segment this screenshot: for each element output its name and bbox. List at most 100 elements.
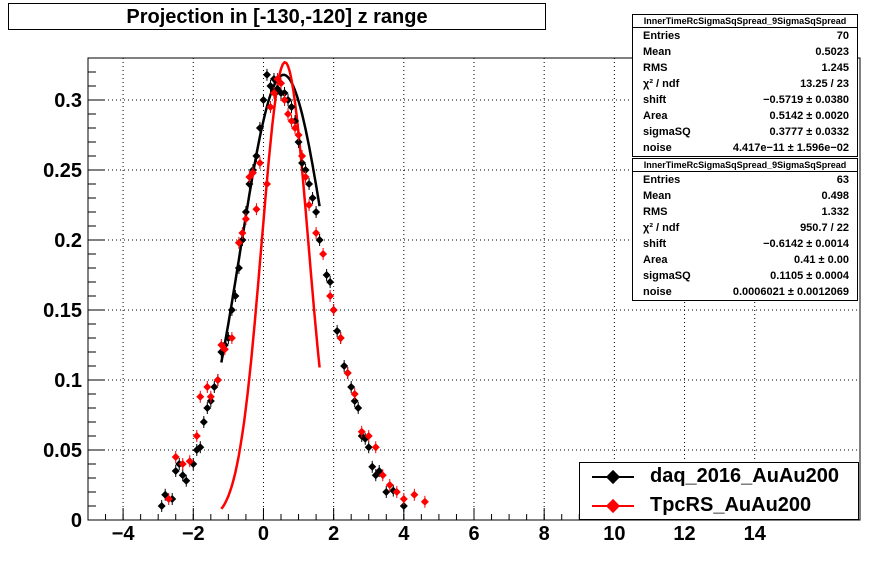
stats-row: sigmaSQ 0.1105 ± 0.0004 <box>633 268 857 284</box>
stats-box-daq: InnerTimeRcSigmaSqSpread_9SigmaSqSpread … <box>632 14 858 157</box>
data-point <box>210 383 219 391</box>
data-point <box>234 264 243 272</box>
data-point <box>382 488 391 496</box>
stats-row: noise 4.417e−11 ± 1.596e−02 <box>633 140 857 156</box>
data-point <box>336 334 345 342</box>
data-point <box>287 117 296 125</box>
x-tick-label: −4 <box>112 523 136 545</box>
stats-row: shift −0.5719 ± 0.0380 <box>633 92 857 108</box>
data-point <box>178 460 187 468</box>
data-point <box>252 152 261 160</box>
data-point <box>203 404 212 412</box>
data-point <box>277 79 285 88</box>
stats-key: χ² / ndf <box>643 222 680 234</box>
data-point <box>301 173 310 181</box>
data-point <box>385 481 394 489</box>
stats-key: Mean <box>643 46 672 58</box>
data-point <box>350 390 359 398</box>
data-point <box>378 471 387 480</box>
stats-row: Mean 0.498 <box>633 188 857 204</box>
data-point <box>171 467 180 475</box>
x-tick-label: 0 <box>258 523 269 545</box>
data-point <box>410 490 419 499</box>
data-point <box>227 306 236 314</box>
stats-row: Area 0.5142 ± 0.0020 <box>633 108 857 124</box>
legend-marker <box>605 469 621 485</box>
data-point <box>350 397 359 405</box>
data-point <box>262 70 271 79</box>
stats-value: 0.3777 ± 0.0332 <box>769 126 849 138</box>
data-point <box>185 457 194 466</box>
stats-row: Entries 63 <box>633 172 857 188</box>
data-point <box>231 292 240 300</box>
data-point <box>308 194 317 202</box>
data-point <box>319 250 328 258</box>
data-point <box>280 89 289 97</box>
data-point <box>266 82 275 90</box>
stats-key: sigmaSQ <box>643 270 691 282</box>
legend-entry-tpcrs: TpcRS_AuAu200 <box>580 492 858 520</box>
stats-key: sigmaSQ <box>643 126 691 138</box>
stats-box-tpcrs: InnerTimeRcSigmaSqSpread_9SigmaSqSpread … <box>632 158 858 301</box>
y-tick-label: 0.05 <box>43 440 82 462</box>
data-point <box>354 404 363 412</box>
y-tick-label: 0.15 <box>43 300 82 322</box>
x-tick-label: 6 <box>468 523 479 545</box>
data-point <box>399 495 408 503</box>
legend-marker <box>605 498 621 514</box>
stats-value: −0.6142 ± 0.0014 <box>763 238 849 250</box>
data-point <box>312 208 321 216</box>
x-tick-label: 8 <box>539 523 550 545</box>
x-tick-label: 12 <box>673 523 695 545</box>
stats-row: Entries 70 <box>633 28 857 44</box>
data-point <box>171 453 180 461</box>
data-point <box>269 89 278 97</box>
data-point <box>245 180 254 188</box>
stats-key: χ² / ndf <box>643 78 680 90</box>
data-point <box>333 327 342 335</box>
data-point <box>357 427 366 436</box>
data-point <box>203 383 212 391</box>
stats-key: Entries <box>643 174 681 186</box>
stats-row: noise 0.0006021 ± 0.0012069 <box>633 284 857 300</box>
fit-curve <box>220 60 321 510</box>
data-point <box>178 471 187 480</box>
stats-value: 0.0006021 ± 0.0012069 <box>732 286 849 298</box>
data-point <box>192 432 201 440</box>
legend: daq_2016_AuAu200 TpcRS_AuAu200 <box>579 462 859 520</box>
axes: −4 −2 0 2 4 6 8 10 12 14 0 0.05 0.1 0.15 0.2 0.25 0.3 <box>43 57 861 545</box>
legend-label: daq_2016_AuAu200 <box>650 465 839 487</box>
data-point <box>157 502 166 510</box>
data-point <box>287 103 296 111</box>
data-point <box>347 383 356 391</box>
data-point <box>399 502 408 510</box>
data-point <box>364 443 373 452</box>
legend-label: TpcRS_AuAu200 <box>650 494 812 516</box>
stats-value: −0.5719 ± 0.0380 <box>763 94 849 106</box>
y-tick-label: 0 <box>71 510 82 532</box>
x-tick-label: −2 <box>182 523 205 545</box>
stats-row: RMS 1.245 <box>633 60 857 76</box>
data-point <box>238 229 247 237</box>
data-point <box>199 418 208 426</box>
data-point <box>326 278 335 286</box>
stats-value: 13.25 / 23 <box>800 78 849 90</box>
data-point <box>298 159 307 167</box>
stats-value: 0.498 <box>821 190 849 202</box>
legend-entry-daq: daq_2016_AuAu200 <box>580 463 858 491</box>
data-point <box>182 476 191 485</box>
data-point <box>280 96 289 104</box>
data-point <box>241 208 250 216</box>
stats-row: RMS 1.332 <box>633 204 857 220</box>
data-point <box>294 131 303 139</box>
data-point <box>364 432 373 440</box>
data-point <box>305 180 314 188</box>
data-point <box>213 376 222 384</box>
y-tick-label: 0.2 <box>54 230 82 252</box>
data-point <box>234 238 243 247</box>
data-point <box>340 362 349 370</box>
stats-value: 950.7 / 22 <box>800 222 849 234</box>
x-tick-label: 14 <box>744 523 767 545</box>
data-point <box>252 205 261 214</box>
data-point <box>294 138 303 146</box>
